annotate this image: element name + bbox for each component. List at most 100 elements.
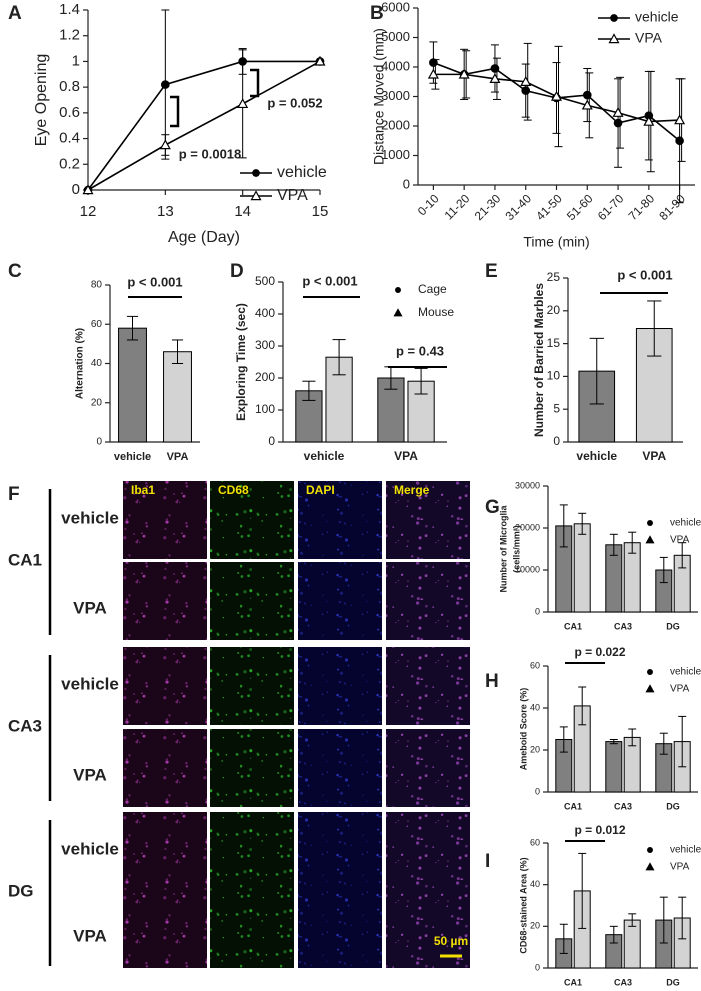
y-tick-label: 60 xyxy=(530,660,540,670)
panel-letter: E xyxy=(485,261,498,282)
annotation: p < 0.001 xyxy=(127,274,182,289)
x-tick-label: DG xyxy=(666,801,680,811)
marker xyxy=(613,118,623,128)
legend-marker xyxy=(393,308,403,317)
panel-letter: H xyxy=(485,671,499,692)
micrograph xyxy=(386,812,470,890)
channel-label: CD68 xyxy=(218,483,249,497)
legend-marker xyxy=(610,14,618,22)
y-tick-label: 3000 xyxy=(381,88,410,103)
bracket xyxy=(250,68,260,98)
y-tick-label: 0.6 xyxy=(59,104,80,121)
y-tick-label: 1 xyxy=(72,52,80,69)
panel-letter: B xyxy=(370,3,384,24)
micrograph xyxy=(386,562,470,640)
micrograph xyxy=(123,812,207,890)
x-tick-label: 31-40 xyxy=(502,191,534,223)
legend-label: VPA xyxy=(277,187,308,204)
marker xyxy=(521,86,531,95)
x-tick-label: 81-90 xyxy=(656,191,688,223)
y-tick-label: 40 xyxy=(530,702,540,712)
y-axis-label: Number of Barried Marbles xyxy=(532,283,546,437)
y-axis-label: Exploring Time (sec) xyxy=(234,303,248,421)
y-tick-label: 1.4 xyxy=(59,1,80,18)
row-label: vehicle xyxy=(61,508,119,527)
annotation: p = 0.43 xyxy=(396,343,444,358)
legend-label: vehicle xyxy=(670,845,701,856)
x-tick-label: 13 xyxy=(157,203,174,220)
channel-label: Iba1 xyxy=(131,483,155,497)
marker xyxy=(675,136,684,146)
y-tick-label: 0 xyxy=(268,434,275,448)
y-axis-label: Number of Microglia xyxy=(498,505,508,593)
marker xyxy=(458,68,470,79)
marker xyxy=(674,114,686,125)
region-label: DG xyxy=(8,881,34,900)
marker xyxy=(489,73,501,84)
micrograph xyxy=(210,481,294,559)
micrograph xyxy=(123,890,207,968)
bar xyxy=(163,351,192,443)
x-tick-label: 51-60 xyxy=(564,191,596,223)
x-tick-label: vehicle xyxy=(304,449,345,463)
y-tick-label: 300 xyxy=(255,338,275,352)
y-tick-label: 400 xyxy=(255,306,275,320)
y-tick-label: 10 xyxy=(547,369,561,383)
x-tick-label: 15 xyxy=(312,203,329,220)
x-tick-label: vehicle xyxy=(576,449,617,463)
micrograph xyxy=(210,812,294,890)
x-axis-label: Time (min) xyxy=(523,234,589,250)
y-tick-label: 10000 xyxy=(515,564,540,574)
scale-label: 50 µm xyxy=(434,934,468,948)
x-tick-label: DG xyxy=(666,977,680,987)
x-tick-label: 41-50 xyxy=(533,191,565,223)
x-tick-label: CA3 xyxy=(614,977,632,987)
bar xyxy=(623,919,641,969)
y-tick-label: 2000 xyxy=(381,117,410,132)
micrograph xyxy=(210,647,294,725)
y-tick-label: 20000 xyxy=(515,522,540,532)
micrograph xyxy=(298,647,382,725)
y-tick-label: 1.2 xyxy=(59,27,80,44)
y-tick-label: 25 xyxy=(547,270,561,284)
y-axis-label: Eye Opening xyxy=(33,54,50,147)
y-tick-label: 0.2 xyxy=(59,155,80,172)
marker xyxy=(643,115,655,126)
micrograph xyxy=(210,562,294,640)
panel-letter: D xyxy=(230,261,244,282)
marker xyxy=(490,64,500,73)
micrograph xyxy=(298,812,382,890)
legend-label: vehicle xyxy=(670,518,701,529)
x-tick-label: 71-80 xyxy=(626,191,658,223)
series-line xyxy=(87,60,321,191)
y-axis-label: CD68-stained Area (%) xyxy=(518,857,528,953)
micrograph xyxy=(123,562,207,640)
y-tick-label: 0 xyxy=(553,434,560,448)
y-tick-label: 6000 xyxy=(381,0,410,14)
y-tick-label: 0.8 xyxy=(59,78,80,95)
row-label: VPA xyxy=(73,765,107,784)
legend-label: VPA xyxy=(670,862,690,873)
y-tick-label: 30000 xyxy=(515,480,540,490)
micrograph xyxy=(123,647,207,725)
y-tick-label: 20 xyxy=(530,744,540,754)
y-axis-label: Ameboid Score (%) xyxy=(518,688,528,771)
y-tick-label: 40 xyxy=(530,879,540,889)
micrograph xyxy=(386,647,470,725)
marker xyxy=(237,98,249,109)
marker xyxy=(520,76,532,86)
region-label: CA1 xyxy=(8,550,42,569)
y-axis-label: Alternation (%) xyxy=(75,328,86,399)
y-tick-label: 0 xyxy=(535,606,540,616)
bar xyxy=(573,523,591,613)
legend-label: VPA xyxy=(670,535,690,546)
x-tick-label: 0-10 xyxy=(415,191,442,218)
y-tick-label: 20 xyxy=(530,921,540,931)
row-label: vehicle xyxy=(61,839,119,858)
region-label: CA3 xyxy=(8,716,42,735)
y-tick-label: 1000 xyxy=(381,147,410,162)
marker xyxy=(159,139,171,150)
x-tick-label: CA1 xyxy=(564,621,582,631)
legend-marker xyxy=(250,190,262,201)
legend-marker xyxy=(647,847,653,853)
